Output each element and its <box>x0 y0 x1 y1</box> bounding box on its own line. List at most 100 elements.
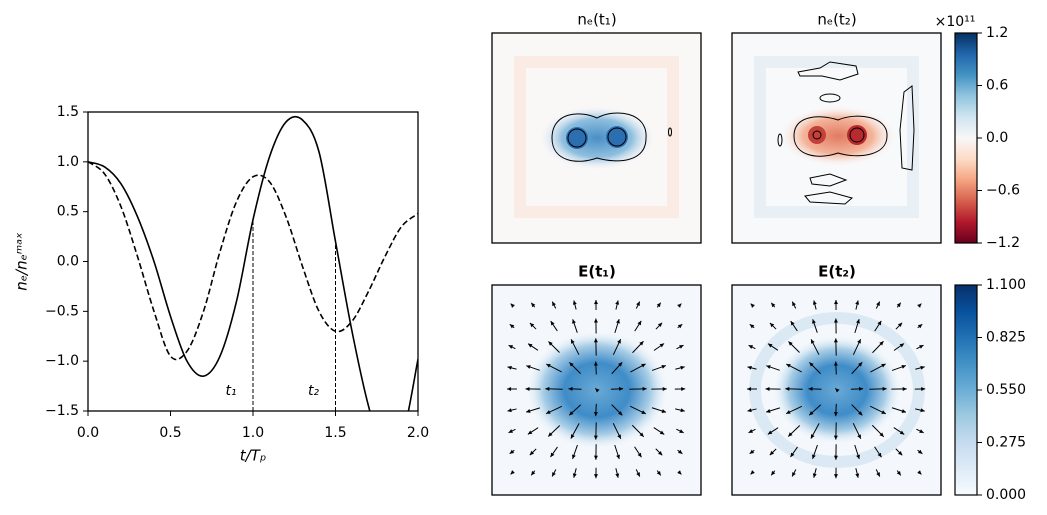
arrow-head <box>680 408 685 413</box>
arrow-head <box>593 361 598 366</box>
colorbar <box>954 284 978 496</box>
arrow-head <box>570 434 575 439</box>
arrow-head <box>636 472 640 477</box>
line-series <box>88 115 418 411</box>
arrow-head <box>593 338 598 343</box>
arrow-head <box>529 322 535 328</box>
arrow-head <box>768 343 773 348</box>
density-image <box>731 32 942 244</box>
x-tick-label: 0.5 <box>159 425 181 441</box>
arrow-head <box>919 429 924 433</box>
arrow-head <box>876 301 880 306</box>
arrow-head <box>527 430 533 435</box>
arrow-head <box>920 365 925 370</box>
arrow-head <box>662 386 667 391</box>
y-tick-label: −1.0 <box>45 353 79 369</box>
arrow-head <box>921 386 926 391</box>
arrow-head <box>899 343 905 348</box>
arrow-head <box>812 319 816 324</box>
arrow-head <box>677 470 682 475</box>
arrow-head <box>856 454 860 460</box>
x-tick-label: 0.0 <box>77 425 99 441</box>
arrow-head <box>641 410 646 414</box>
arrow-head <box>593 474 598 479</box>
arrow-head <box>786 410 791 414</box>
arrow-head <box>917 303 922 308</box>
arrow-head <box>572 454 576 459</box>
arrow-head <box>857 434 861 439</box>
arrow-head <box>833 361 838 366</box>
arrow-head <box>569 411 574 416</box>
arrow-head <box>658 451 663 456</box>
arrow-head <box>526 409 531 413</box>
field-image <box>491 284 702 496</box>
colorbar-tick-label: 0.825 <box>986 330 1026 346</box>
arrow-head <box>593 300 598 305</box>
arrow-head <box>918 449 923 454</box>
arrow-head <box>593 435 598 440</box>
arrow-head <box>642 386 647 391</box>
arrow-head <box>748 429 753 433</box>
arrow-head <box>766 365 771 369</box>
arrow-head <box>898 451 903 456</box>
arrow-head <box>639 432 644 437</box>
arrow-head <box>765 386 770 391</box>
arrow-head <box>636 301 640 306</box>
arrow-head <box>788 341 793 346</box>
panel-title: nₑ(t₂) <box>817 11 856 29</box>
arrow-head <box>508 345 514 349</box>
arrow-head <box>510 470 515 475</box>
arrow-head <box>809 362 814 367</box>
arrow-head <box>593 412 598 417</box>
arrow-head <box>572 300 577 305</box>
arrow-head <box>637 452 642 458</box>
arrow-head <box>876 472 880 477</box>
panel-title: E(t₂) <box>818 263 856 281</box>
arrow-head <box>835 388 840 393</box>
arrow-head <box>552 472 556 477</box>
arrow-head <box>833 474 838 479</box>
arrow-head <box>785 386 790 391</box>
arrow-head <box>657 322 663 328</box>
arrow-head <box>786 364 791 368</box>
arrow-head <box>548 432 553 437</box>
arrow-head <box>859 386 864 391</box>
colorbar-tick-label: −0.6 <box>986 183 1020 199</box>
arrow-head <box>747 386 752 391</box>
arrow-head <box>615 300 620 305</box>
arrow-head <box>749 324 755 329</box>
y-tick-label: −0.5 <box>45 303 79 319</box>
arrow-head <box>877 452 882 458</box>
arrow-head <box>809 411 814 416</box>
y-axis-label: nₑ/nₑᵐᵃˣ <box>13 232 31 291</box>
arrow-head <box>855 300 860 305</box>
arrow-head <box>919 345 924 349</box>
arrow-head <box>747 408 752 413</box>
arrow-head <box>529 450 535 456</box>
axes-frame <box>87 111 419 412</box>
x-tick-label: 2.0 <box>407 425 429 441</box>
panel-title: E(t₁) <box>578 263 616 281</box>
arrow-head <box>833 300 838 305</box>
arrow-head <box>681 386 686 391</box>
arrow-head <box>833 338 838 343</box>
arrow-head <box>896 471 901 476</box>
arrow-head <box>917 324 923 329</box>
arrow-head <box>788 432 793 437</box>
arrow-head <box>750 303 755 308</box>
arrow-head <box>619 386 624 391</box>
arrow-head <box>750 470 755 475</box>
arrow-head <box>546 410 551 414</box>
arrow-head <box>509 449 515 454</box>
arrow-head <box>569 362 574 367</box>
colorbar-tick-label: 0.000 <box>986 487 1026 503</box>
arrow-head <box>531 470 536 476</box>
arrow-head <box>550 452 555 458</box>
arrow-head <box>917 470 922 475</box>
arrow-head <box>879 432 884 437</box>
arrow-head <box>882 386 887 391</box>
arrow-head <box>856 319 860 324</box>
colorbar-tick-label: 0.0 <box>986 130 1008 146</box>
arrow-head <box>552 301 556 307</box>
